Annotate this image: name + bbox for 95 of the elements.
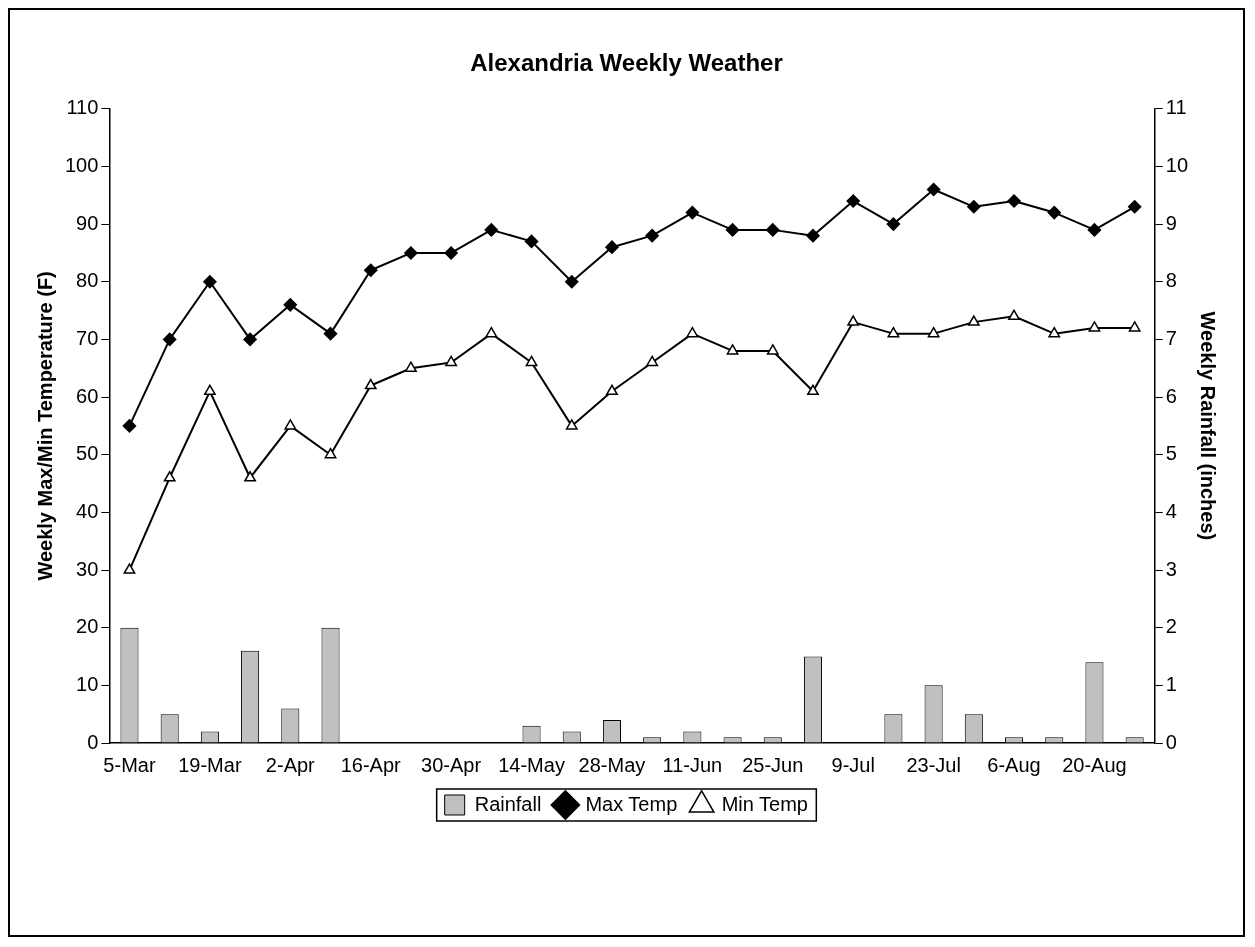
y2-tick-label: 0 (1165, 730, 1177, 753)
point (967, 200, 981, 214)
y2-tick-label: 3 (1165, 557, 1177, 580)
x-tick-label: 25-Jun (742, 753, 804, 776)
point (565, 419, 578, 430)
x-tick-label: 5-Mar (103, 753, 156, 776)
point (766, 344, 779, 355)
y-tick-label: 60 (76, 384, 99, 407)
x-tick-label: 23-Jul (906, 753, 961, 776)
point (1088, 321, 1101, 332)
point (122, 419, 137, 433)
legend-label: Min Temp (721, 792, 808, 815)
y-tick-label: 100 (64, 153, 99, 176)
x-tick-label: 19-Mar (178, 753, 242, 776)
point (847, 315, 860, 326)
point (1087, 223, 1102, 237)
point (887, 326, 900, 338)
point (485, 326, 498, 338)
y2-tick-label: 1 (1165, 672, 1177, 695)
point (1128, 321, 1141, 332)
point (445, 355, 458, 367)
x-tick-label: 30-Apr (421, 753, 482, 776)
point (323, 326, 338, 341)
point (284, 419, 297, 430)
point (726, 344, 739, 355)
point (244, 471, 257, 482)
point (1127, 200, 1142, 214)
y2-tick-label: 4 (1165, 499, 1177, 522)
point (926, 182, 941, 197)
x-tick-label: 11-Jun (662, 753, 723, 776)
point (565, 275, 579, 289)
y-tick-label: 30 (76, 557, 99, 580)
point (646, 355, 659, 367)
point (685, 205, 700, 220)
y-tick-label: 110 (66, 96, 99, 119)
y-tick-label: 80 (76, 269, 99, 292)
point (163, 471, 176, 482)
y-tick-label: 50 (76, 442, 99, 465)
point (203, 384, 216, 396)
y-tick-label: 70 (76, 326, 99, 349)
point (243, 332, 257, 347)
x-tick-label: 28-May (578, 753, 646, 776)
y2-tick-label: 7 (1165, 326, 1177, 349)
y-tick-label: 10 (76, 672, 99, 695)
y2-tick-label: 11 (1165, 96, 1187, 119)
point (324, 447, 337, 459)
x-tick-label: 9-Jul (831, 753, 875, 776)
y2-tick-label: 6 (1165, 384, 1177, 407)
point (364, 378, 377, 390)
point (1047, 205, 1061, 220)
legend-label: Max Temp (585, 792, 678, 815)
x-tick-label: 6-Aug (987, 753, 1041, 776)
point (886, 217, 901, 231)
x-tick-label: 16-Apr (340, 753, 402, 776)
x-tick-label: 14-May (498, 753, 565, 776)
point (203, 275, 217, 289)
y-tick-label: 90 (76, 211, 99, 234)
y2-axis-title: Weekly Rainfall (inches) (1197, 311, 1220, 541)
point (525, 355, 538, 367)
point (725, 223, 740, 237)
point (444, 246, 458, 260)
y2-tick-label: 5 (1165, 442, 1177, 465)
point (404, 246, 418, 260)
x-tick-label: 20-Aug (1062, 753, 1127, 776)
point (846, 194, 860, 208)
point (524, 234, 539, 249)
point (1048, 326, 1061, 338)
point (1008, 309, 1020, 321)
x-tick-label: 2-Apr (265, 753, 316, 776)
point (363, 263, 378, 277)
y2-tick-label: 8 (1165, 269, 1177, 292)
y-tick-label: 20 (76, 615, 99, 638)
y-tick-label: 0 (87, 730, 99, 753)
point (123, 563, 136, 574)
point (645, 228, 659, 243)
point (806, 228, 820, 243)
point (283, 298, 298, 312)
point (162, 332, 177, 347)
chart-title: Alexandria Weekly Weather (470, 49, 783, 77)
point (967, 315, 980, 326)
y-tick-label: 40 (76, 499, 99, 522)
point (484, 223, 499, 237)
point (766, 223, 780, 237)
legend-label: Rainfall (474, 792, 542, 815)
y2-tick-label: 10 (1165, 153, 1188, 176)
point (605, 240, 619, 254)
point (927, 326, 940, 338)
y2-tick-label: 9 (1165, 211, 1177, 234)
point (686, 326, 699, 338)
point (404, 361, 417, 372)
point (1007, 194, 1021, 208)
y2-tick-label: 2 (1165, 615, 1177, 638)
point (807, 384, 819, 396)
y-axis-title: Weekly Max/Min Temperature (F) (33, 271, 56, 581)
point (606, 384, 618, 396)
